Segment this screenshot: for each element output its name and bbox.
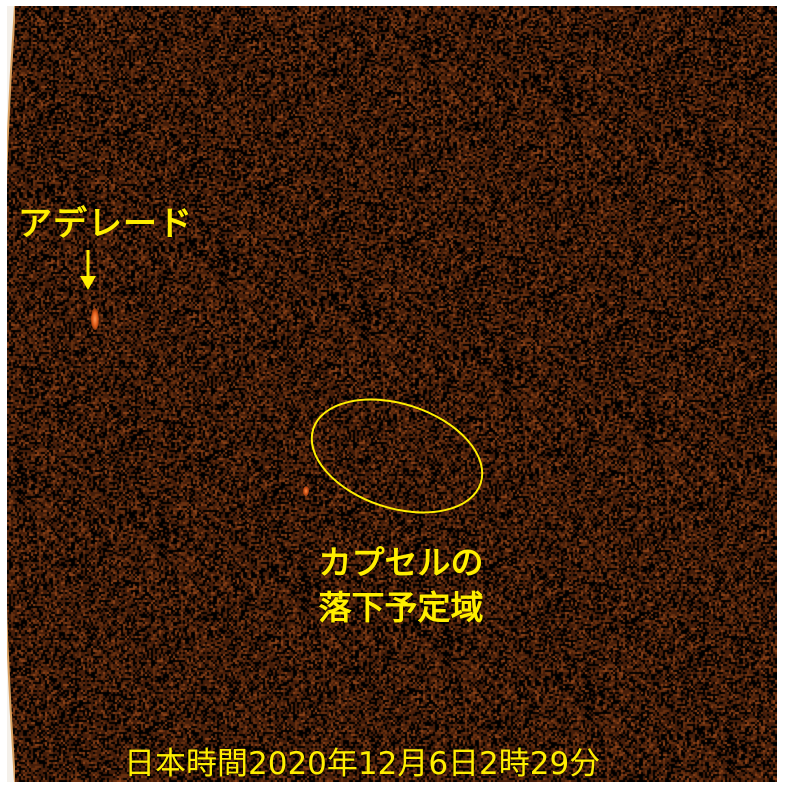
down-arrow-icon <box>80 250 96 290</box>
drop-zone-ellipse <box>310 398 484 514</box>
drop-zone-label-line1: カプセルの <box>318 543 484 582</box>
adelaide-label: アデレード <box>18 204 193 244</box>
capsule-light-spot <box>303 486 309 496</box>
timestamp-caption: 日本時間2020年12月6日2時29分 <box>124 746 601 782</box>
left-limb-edge <box>7 6 15 782</box>
sky-noise-texture <box>7 6 777 782</box>
drop-zone-label-line2: 落下予定域 <box>318 588 484 627</box>
drop-zone-label: カプセルの 落下予定域 <box>306 540 496 630</box>
night-sky-image <box>7 6 777 782</box>
adelaide-city-light <box>91 308 99 330</box>
